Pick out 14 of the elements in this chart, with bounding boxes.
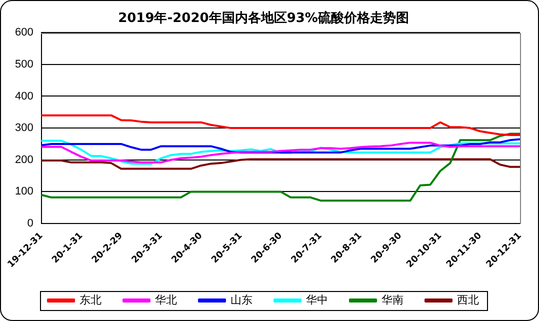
y-tick-label: 600 bbox=[14, 26, 34, 39]
chart-title: 2019年-2020年国内各地区93%硫酸价格走势图 bbox=[118, 10, 409, 26]
y-tick-label: 400 bbox=[14, 90, 34, 102]
legend-label: 西北 bbox=[457, 293, 479, 306]
y-tick-label: 100 bbox=[14, 186, 34, 198]
legend-label: 华南 bbox=[382, 293, 404, 306]
legend-label: 华中 bbox=[306, 293, 328, 306]
y-tick-label: 0 bbox=[27, 218, 34, 230]
legend-label: 东北 bbox=[80, 293, 102, 306]
y-tick-label: 200 bbox=[14, 154, 34, 166]
y-tick-label: 500 bbox=[14, 58, 34, 70]
legend-label: 山东 bbox=[230, 293, 252, 306]
y-tick-label: 300 bbox=[14, 122, 34, 134]
legend-label: 华北 bbox=[155, 293, 177, 306]
